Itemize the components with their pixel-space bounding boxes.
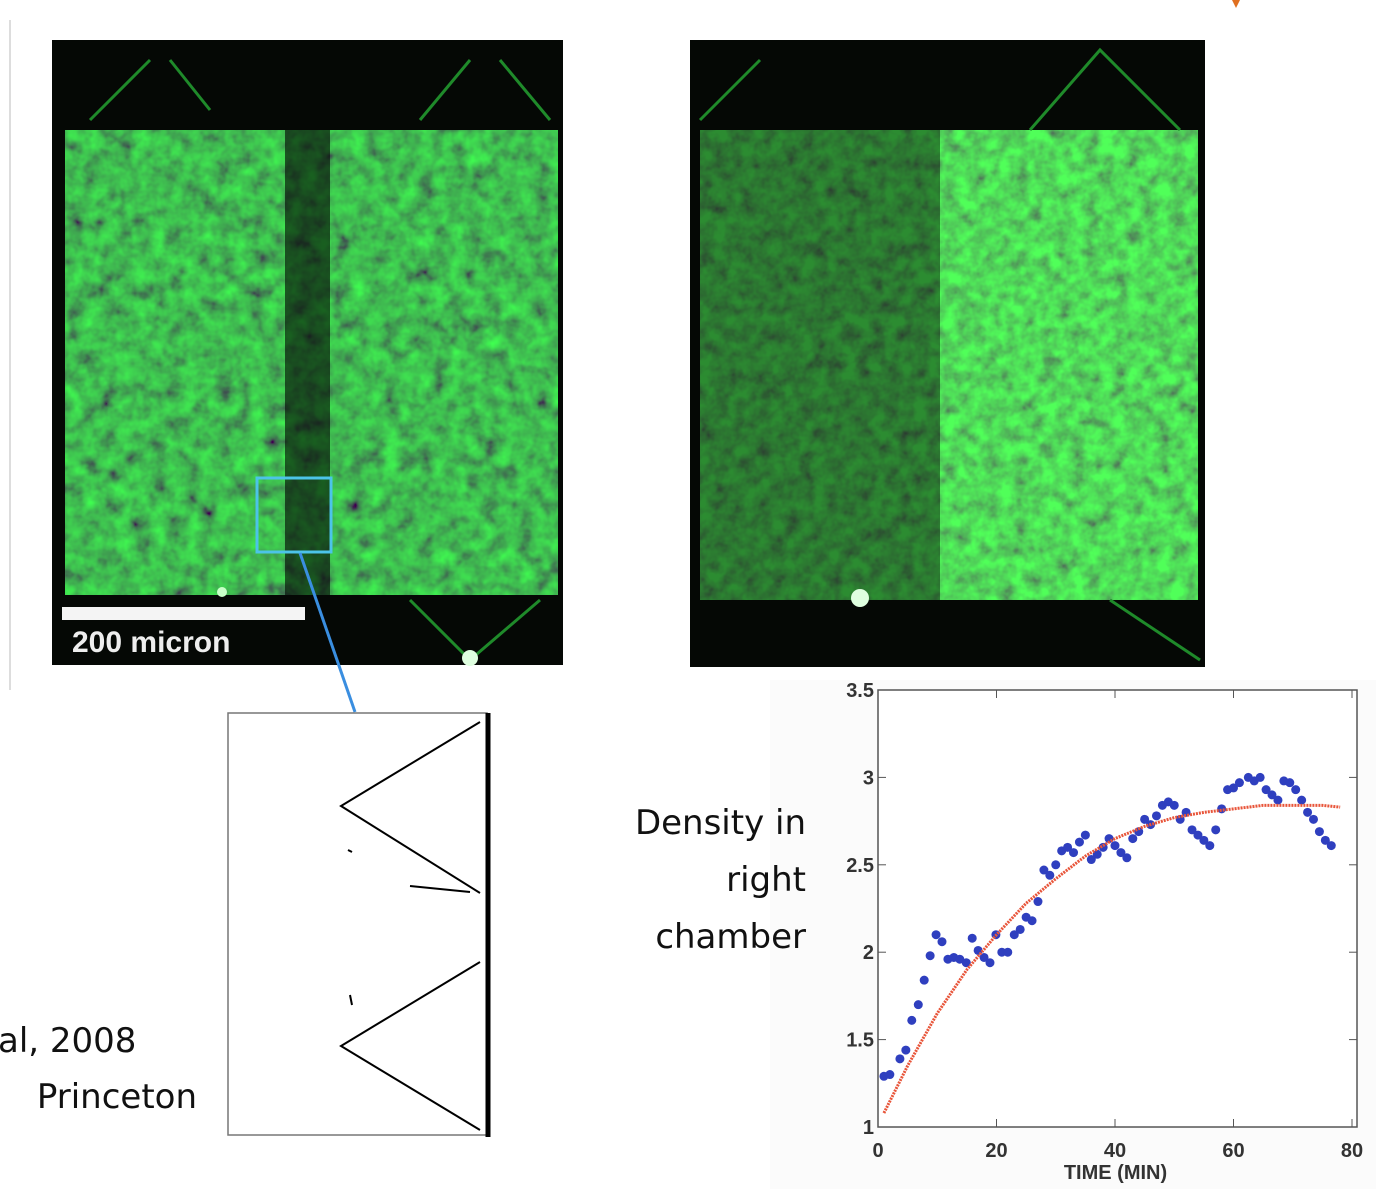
data-point — [1045, 870, 1055, 880]
data-point — [1033, 897, 1043, 907]
data-point — [961, 958, 971, 968]
data-point — [985, 958, 995, 968]
data-point — [1074, 837, 1084, 847]
data-point — [1063, 842, 1073, 852]
micrograph-left: 200 micron — [52, 40, 563, 666]
data-point — [1255, 772, 1265, 782]
data-point — [1285, 778, 1295, 788]
inset-diagram — [227, 712, 491, 1137]
y-axis-label: chamber — [655, 917, 806, 957]
data-point — [901, 1045, 911, 1055]
data-point — [1267, 790, 1277, 800]
x-tick-label: 0 — [872, 1140, 883, 1162]
citation-year: al, 2008 — [0, 1021, 136, 1061]
data-point — [1110, 841, 1120, 851]
x-tick-label: 80 — [1341, 1140, 1363, 1162]
data-point — [1303, 807, 1313, 817]
data-point — [1187, 825, 1197, 835]
data-point — [1069, 848, 1079, 858]
data-point — [1291, 785, 1301, 795]
data-point — [1027, 916, 1037, 926]
data-point — [907, 1015, 917, 1025]
data-point — [1261, 785, 1271, 795]
y-axis-label: right — [726, 860, 806, 900]
zoom-connector — [298, 552, 357, 713]
data-point — [1003, 947, 1013, 957]
data-point — [1086, 855, 1096, 865]
corner-mark — [1232, 0, 1240, 8]
data-point — [1128, 834, 1138, 844]
data-point — [895, 1054, 905, 1064]
data-point — [1211, 825, 1221, 835]
y-axis-label: Density in — [635, 803, 806, 843]
data-point — [1273, 795, 1283, 805]
data-point — [1051, 860, 1061, 870]
y-tick-label: 2.5 — [846, 855, 874, 877]
x-tick-label: 60 — [1222, 1140, 1244, 1162]
data-point — [1039, 865, 1049, 875]
y-tick-label: 1.5 — [846, 1030, 874, 1052]
data-point — [885, 1070, 895, 1080]
data-point — [1015, 924, 1025, 934]
data-point — [1314, 827, 1324, 837]
x-tick-label: 20 — [985, 1140, 1007, 1162]
data-point — [1140, 814, 1150, 824]
data-point — [1122, 853, 1132, 863]
scale-bar-label: 200 micron — [72, 626, 230, 659]
data-point — [1080, 830, 1090, 840]
data-point — [1326, 841, 1336, 851]
data-point — [1308, 814, 1318, 824]
data-point — [913, 1000, 923, 1010]
data-point — [1151, 811, 1161, 821]
x-tick-label: 40 — [1104, 1140, 1126, 1162]
data-point — [1229, 783, 1238, 793]
data-point — [1205, 841, 1215, 851]
data-point — [967, 933, 977, 943]
data-point — [1234, 778, 1244, 788]
data-point — [919, 975, 929, 985]
data-point — [1009, 930, 1019, 940]
y-tick-label: 3 — [863, 767, 874, 789]
data-point — [925, 951, 935, 961]
y-tick-label: 2 — [863, 942, 874, 964]
plot-area — [877, 689, 1358, 1128]
micrograph-right — [690, 40, 1205, 667]
fit-line — [882, 803, 1341, 1114]
data-point — [1199, 835, 1209, 845]
data-point — [979, 952, 989, 962]
data-point — [1116, 848, 1126, 858]
y-tick-label: 1 — [863, 1117, 874, 1139]
y-tick-label: 3.5 — [846, 680, 874, 702]
data-point — [937, 937, 947, 947]
data-point — [1297, 795, 1307, 805]
data-point — [1193, 830, 1203, 840]
data-point — [1098, 842, 1108, 852]
data-point — [1169, 800, 1179, 810]
data-point — [1320, 835, 1330, 845]
chart: 1 1.5 2 2.5 3 3.5 0 20 40 60 80 TIME (MIN) — [846, 680, 1363, 1184]
data-point — [931, 930, 941, 940]
x-axis-label: TIME (MIN) — [1064, 1162, 1167, 1184]
citation-place: Princeton — [37, 1077, 197, 1117]
